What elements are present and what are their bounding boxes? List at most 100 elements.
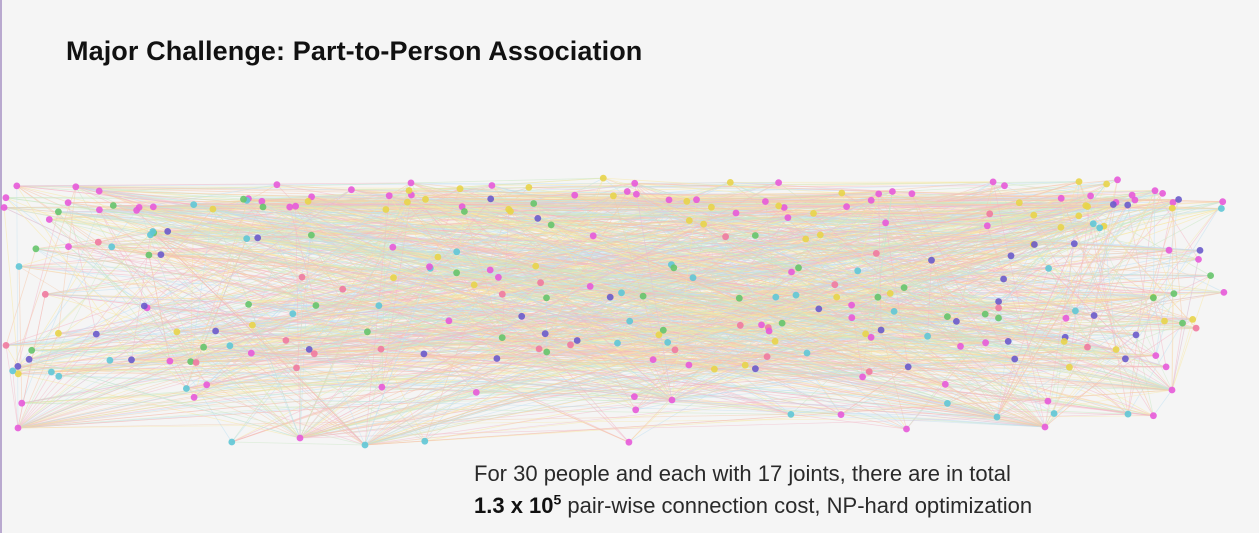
- graph-edge: [17, 196, 312, 429]
- joint-node: [96, 206, 103, 214]
- graph-edge: [246, 200, 998, 418]
- graph-edge: [35, 248, 301, 439]
- joint-node: [944, 313, 951, 320]
- joint-node: [461, 208, 468, 215]
- graph-edge: [139, 207, 438, 258]
- graph-edge: [813, 213, 988, 227]
- joint-node: [200, 343, 208, 351]
- graph-edge: [364, 234, 821, 446]
- graph-edge: [820, 234, 1173, 391]
- graph-edge: [907, 316, 948, 368]
- graph-edge: [813, 213, 1095, 316]
- joint-node: [404, 198, 411, 206]
- graph-edge: [299, 198, 491, 439]
- joint-node: [941, 380, 949, 388]
- caption-line-2: 1.3 x 105 pair-wise connection cost, NP-…: [474, 490, 1254, 522]
- joint-node: [1207, 272, 1214, 279]
- joint-node: [157, 251, 165, 258]
- graph-edge: [689, 208, 1222, 221]
- joint-node: [865, 368, 873, 375]
- graph-edge: [1003, 202, 1174, 280]
- joint-node: [741, 361, 749, 369]
- joint-node: [586, 283, 594, 290]
- graph-edge: [5, 345, 19, 429]
- graph-edge: [99, 209, 366, 446]
- joint-node: [518, 312, 526, 320]
- graph-edge: [139, 202, 1020, 208]
- joint-node: [867, 333, 875, 341]
- joint-node: [422, 195, 429, 203]
- joint-node: [780, 204, 788, 211]
- graph-edge: [1171, 319, 1194, 391]
- joint-node: [382, 206, 390, 213]
- joint-node: [711, 365, 718, 373]
- graph-edge: [429, 211, 511, 268]
- graph-edge: [1048, 268, 1173, 391]
- graph-edge: [29, 358, 1046, 428]
- graph-edge: [252, 324, 366, 446]
- graph-edge: [193, 204, 1046, 428]
- graph-edge: [17, 246, 113, 429]
- joint-node: [140, 302, 148, 310]
- joint-node: [599, 174, 607, 182]
- joint-node: [212, 327, 220, 335]
- joint-node: [445, 317, 453, 325]
- graph-edge: [1155, 293, 1175, 356]
- graph-edge: [17, 316, 948, 429]
- joint-node: [547, 221, 555, 229]
- joint-node: [498, 290, 506, 298]
- joint-node: [453, 248, 461, 256]
- joint-node: [685, 361, 693, 369]
- graph-edge: [667, 259, 932, 343]
- joint-node: [1169, 199, 1177, 206]
- graph-edge: [17, 296, 776, 429]
- joint-node: [882, 219, 889, 227]
- joint-node: [128, 356, 135, 364]
- graph-edge: [761, 324, 1046, 428]
- joint-node: [145, 251, 153, 259]
- joint-node: [953, 318, 960, 325]
- joint-node: [420, 350, 428, 358]
- joint-node: [655, 331, 663, 339]
- joint-node: [631, 179, 639, 187]
- graph-edge: [364, 227, 1100, 446]
- joint-node: [226, 342, 234, 350]
- graph-edge: [17, 206, 463, 429]
- graph-edge: [248, 304, 301, 439]
- graph-edge: [947, 316, 1173, 391]
- joint-node: [1168, 204, 1176, 212]
- joint-node: [228, 438, 236, 446]
- graph-edge: [364, 195, 390, 446]
- joint-node: [803, 349, 811, 357]
- joint-node: [245, 301, 253, 308]
- graph-edge: [1044, 201, 1223, 428]
- joint-node: [25, 355, 33, 363]
- graph-edge: [215, 330, 998, 418]
- graph-edge: [289, 206, 1173, 391]
- graph-edge: [393, 277, 986, 315]
- graph-edge: [5, 345, 19, 367]
- joint-node: [664, 339, 672, 346]
- graph-edge: [299, 243, 1075, 439]
- joint-node: [854, 267, 862, 275]
- graph-edge: [299, 199, 1135, 439]
- joint-node: [837, 411, 845, 418]
- joint-node: [487, 195, 495, 203]
- joint-node: [859, 373, 866, 381]
- joint-node: [1062, 314, 1070, 322]
- joint-node: [1196, 247, 1204, 254]
- graph-edge: [927, 204, 1114, 337]
- graph-edge: [364, 301, 999, 446]
- joint-node: [957, 342, 964, 350]
- joint-node: [981, 310, 989, 318]
- joint-node: [1218, 205, 1225, 212]
- joint-node: [1007, 252, 1015, 260]
- graph-edge: [299, 399, 673, 439]
- graph-edge: [45, 293, 178, 333]
- joint-node: [995, 298, 1002, 305]
- joint-node: [1004, 338, 1012, 345]
- joint-node: [778, 319, 786, 327]
- graph-edge: [927, 260, 932, 337]
- graph-edge: [139, 184, 277, 208]
- graph-edge: [21, 399, 673, 404]
